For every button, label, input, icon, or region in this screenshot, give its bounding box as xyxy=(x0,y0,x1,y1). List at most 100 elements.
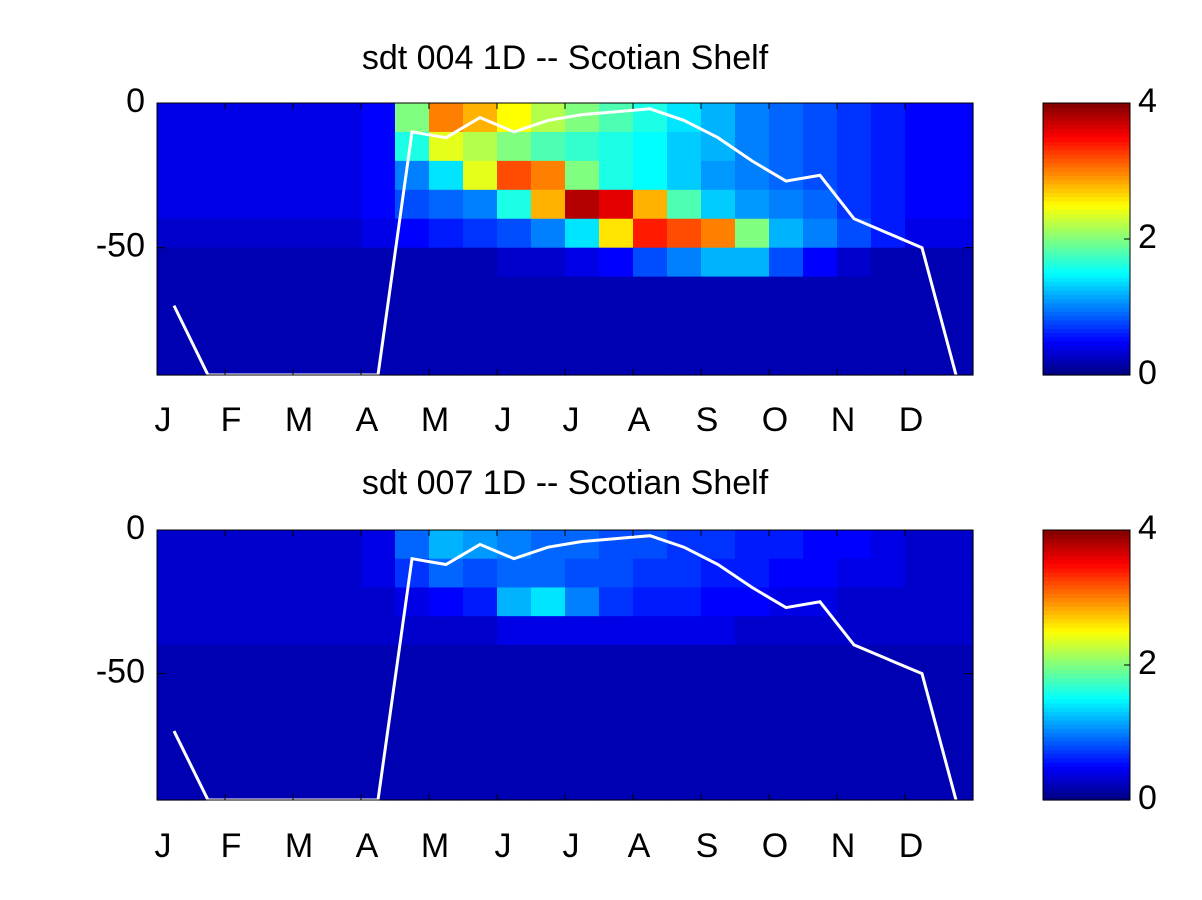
heat-cell xyxy=(939,587,974,617)
heat-cell xyxy=(633,218,668,249)
heat-cell xyxy=(837,276,872,307)
heat-cell xyxy=(599,644,634,675)
heat-cell xyxy=(293,189,328,220)
heat-cell xyxy=(667,558,702,589)
heat-cell xyxy=(259,334,294,365)
colorbar-step xyxy=(1043,681,1130,687)
colorbar-step xyxy=(1043,749,1130,755)
x-tick-label: A xyxy=(628,401,651,439)
heat-cell xyxy=(769,363,804,376)
heat-cell xyxy=(565,644,600,675)
heat-cell xyxy=(735,305,770,336)
heat-cell xyxy=(735,276,770,307)
heat-cell xyxy=(157,558,192,589)
heat-cell xyxy=(667,759,702,790)
heat-cell xyxy=(259,247,294,278)
colorbar-step xyxy=(1043,762,1130,767)
x-tick-label: D xyxy=(899,827,924,865)
heat-cell xyxy=(837,530,872,560)
heat-cell xyxy=(769,131,804,162)
heat-cell xyxy=(803,247,838,278)
heat-cell xyxy=(463,644,498,675)
heat-cell xyxy=(531,247,566,278)
heat-cell xyxy=(667,189,702,220)
x-tick-label: D xyxy=(899,401,924,439)
colorbar-step xyxy=(1043,294,1130,300)
heat-cell xyxy=(327,363,362,376)
colorbar-step xyxy=(1043,618,1130,624)
colorbar-step xyxy=(1043,580,1130,586)
heat-cell xyxy=(497,189,532,220)
heat-cell xyxy=(259,131,294,162)
plot xyxy=(157,103,974,377)
heat-cell xyxy=(463,363,498,376)
heat-cell xyxy=(599,788,634,801)
heat-cell xyxy=(157,276,192,307)
heat-cell xyxy=(191,702,226,732)
heat-cell xyxy=(769,644,804,675)
heat-cell xyxy=(225,530,260,560)
heat-cell xyxy=(361,673,396,703)
heat-cell xyxy=(259,644,294,675)
heat-cell xyxy=(701,189,736,220)
heat-cell xyxy=(837,702,872,732)
heat-cell xyxy=(735,759,770,790)
heat-cell xyxy=(497,587,532,617)
colorbar-step xyxy=(1043,141,1130,147)
heat-cell xyxy=(531,131,566,162)
heat-cell xyxy=(531,788,566,801)
heat-cell xyxy=(633,334,668,365)
heat-cell xyxy=(497,731,532,761)
heat-cell xyxy=(701,702,736,732)
heat-cell xyxy=(803,218,838,249)
x-tick-label: O xyxy=(762,827,788,865)
chart-title: sdt 007 1D -- Scotian Shelf xyxy=(362,464,769,502)
heat-cell xyxy=(939,702,974,732)
heat-cell xyxy=(633,160,668,191)
colorbar-step xyxy=(1043,217,1130,223)
colorbar-step xyxy=(1043,154,1130,159)
heat-cell xyxy=(837,305,872,336)
heat-cell xyxy=(395,644,430,675)
colorbar-step xyxy=(1043,324,1130,329)
heat-cell xyxy=(361,558,396,589)
heat-cell xyxy=(531,759,566,790)
heat-cell xyxy=(667,788,702,801)
heat-cell xyxy=(803,673,838,703)
heat-cell xyxy=(871,247,906,278)
heat-cell xyxy=(463,702,498,732)
colorbar-step xyxy=(1043,673,1130,679)
x-tick-label: A xyxy=(628,827,651,865)
heat-cell xyxy=(361,616,396,646)
heat-cell xyxy=(225,160,260,191)
heat-cell xyxy=(633,363,668,376)
x-tick-label: M xyxy=(285,827,313,865)
heat-cell xyxy=(463,276,498,307)
heat-cell xyxy=(395,530,430,560)
colorbar-step xyxy=(1043,559,1130,565)
heat-cell xyxy=(463,587,498,617)
heat-cell xyxy=(531,160,566,191)
heat-cell xyxy=(939,558,974,589)
colorbar-step xyxy=(1043,341,1130,346)
x-tick-label: J xyxy=(495,401,512,439)
heat-cell xyxy=(497,305,532,336)
plot xyxy=(157,530,974,802)
heat-cell xyxy=(769,305,804,336)
heat-cell xyxy=(837,759,872,790)
colorbar-step xyxy=(1043,149,1130,155)
heat-cell xyxy=(463,218,498,249)
heat-cell xyxy=(395,673,430,703)
heat-cell xyxy=(939,247,974,278)
colorbar-step xyxy=(1043,183,1130,189)
colorbar-step xyxy=(1043,643,1130,649)
colorbar-step xyxy=(1043,530,1130,535)
heat-cell xyxy=(531,558,566,589)
heat-cell xyxy=(599,587,634,617)
colorbar-step xyxy=(1043,690,1130,696)
heat-cell xyxy=(837,558,872,589)
heat-cell xyxy=(905,160,940,191)
heat-cell xyxy=(395,103,430,133)
colorbar-step xyxy=(1043,656,1130,662)
heat-cell xyxy=(327,702,362,732)
